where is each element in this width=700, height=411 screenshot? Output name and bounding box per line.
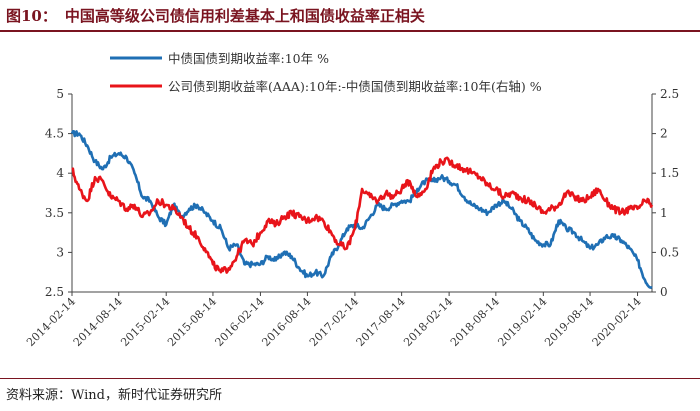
line-chart: 中债国债到期收益率:10年 % 公司债到期收益率(AAA):10年:-中债国债到期… [24, 51, 679, 349]
legend-label: 公司债到期收益率(AAA):10年:-中债国债到期收益率:10年(右轴) % [168, 79, 542, 94]
y-left-tick-label: 3.5 [45, 206, 64, 220]
series-line-corp-spread [71, 156, 654, 274]
legend-label: 中债国债到期收益率:10年 % [168, 51, 329, 66]
x-tick-label: 2017-08-14 [354, 295, 408, 349]
x-tick-label: 2018-02-14 [401, 295, 455, 349]
series-line-treasury-10y [70, 130, 653, 290]
x-tick-label: 2015-08-14 [165, 295, 219, 349]
y-right-tick-label: 0 [660, 285, 668, 299]
y-right-tick-label: 1 [660, 206, 668, 220]
y-right-tick-label: 0.5 [660, 245, 679, 259]
chart-axes: 2.533.544.5500.511.522.52014-02-142014-0… [24, 87, 679, 349]
y-left-tick-label: 3 [56, 245, 64, 259]
x-tick-label: 2017-02-14 [307, 295, 361, 349]
x-tick-label: 2020-02-14 [590, 295, 644, 349]
y-right-tick-label: 1.5 [660, 166, 679, 180]
figure-number: 图10： [6, 7, 57, 25]
figure-title-bar: 图10： 中国高等级公司债信用利差基本上和国债收益率正相关 [6, 4, 425, 28]
x-tick-label: 2014-02-14 [24, 295, 78, 349]
chart-legend: 中债国债到期收益率:10年 % 公司债到期收益率(AAA):10年:-中债国债到期… [110, 51, 542, 94]
source-note: 资料来源：Wind，新时代证券研究所 [6, 388, 222, 403]
y-right-tick-label: 2.5 [660, 87, 679, 101]
figure-title: 中国高等级公司债信用利差基本上和国债收益率正相关 [64, 7, 425, 25]
x-tick-label: 2015-02-14 [118, 295, 172, 349]
title-rule [0, 30, 700, 32]
y-left-tick-label: 2.5 [45, 285, 64, 299]
chart-series [70, 130, 654, 290]
y-left-tick-label: 4.5 [45, 127, 64, 141]
x-tick-label: 2018-08-14 [448, 295, 502, 349]
x-tick-label: 2016-08-14 [259, 295, 313, 349]
y-left-tick-label: 5 [56, 87, 64, 101]
x-tick-label: 2019-02-14 [495, 295, 549, 349]
x-tick-label: 2016-02-14 [213, 295, 267, 349]
y-right-tick-label: 2 [660, 127, 668, 141]
source-rule [0, 378, 700, 379]
x-tick-label: 2014-08-14 [71, 295, 125, 349]
x-tick-label: 2019-08-14 [542, 295, 596, 349]
y-left-tick-label: 4 [56, 166, 64, 180]
